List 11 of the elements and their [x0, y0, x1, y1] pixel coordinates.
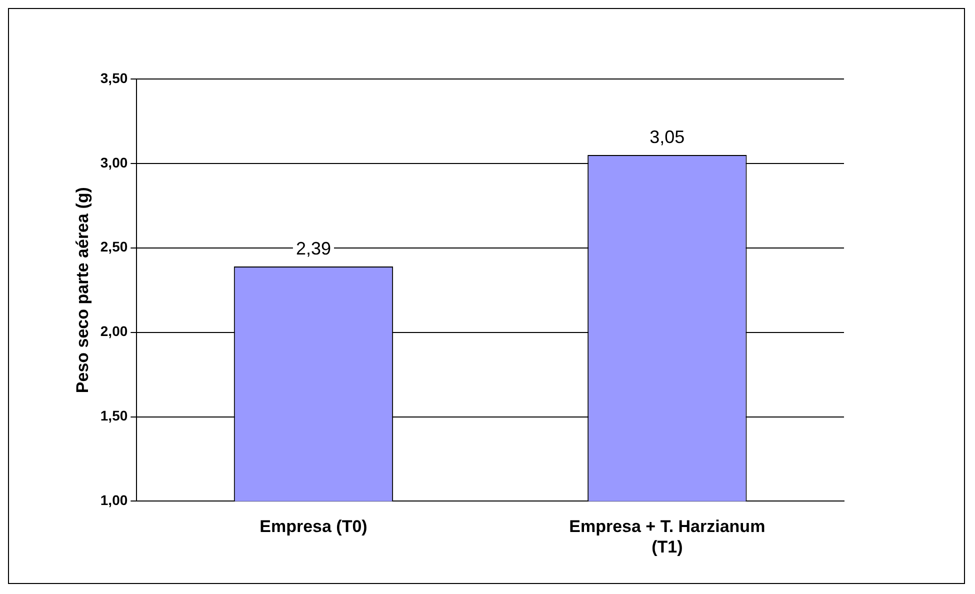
y-tick-label: 3,50 [100, 70, 128, 86]
y-tick-label: 3,00 [100, 154, 128, 170]
data-label: 3,05 [650, 126, 685, 147]
y-axis-title: Peso seco parte aérea (g) [72, 187, 92, 394]
y-tick-label: 1,50 [100, 408, 128, 424]
y-tick-label: 1,00 [100, 492, 128, 508]
y-tick-label: 2,00 [100, 323, 128, 340]
data-label: 2,39 [296, 238, 332, 258]
x-tick-label: Empresa + T. Harzianum (T1) [569, 517, 766, 556]
y-tick-label: 2,50 [100, 238, 128, 255]
x-tick-label: Empresa (T0) [260, 517, 368, 536]
